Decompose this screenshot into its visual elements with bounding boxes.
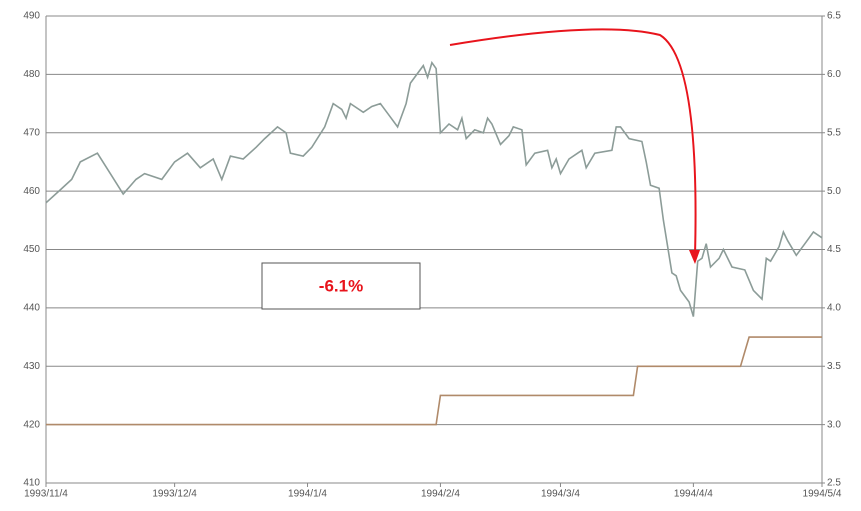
x-tick-label: 1993/11/4 [24,489,68,500]
arrow-head [689,250,700,264]
series-line [46,336,822,426]
y-tick-label: 410 [23,478,40,489]
annotation: -6.1% [319,276,363,295]
y2-tick-label: 2.5 [827,478,841,489]
x-tick-label: 1994/2/4 [421,489,460,500]
y-tick-label: 460 [23,186,40,197]
y-tick-label: 420 [23,419,40,430]
y-tick-label: 490 [23,11,40,22]
y-tick-label: 450 [23,244,40,255]
y2-tick-label: 3.0 [827,419,841,430]
arrow [449,28,697,256]
y2-tick-label: 3.5 [827,361,841,372]
x-tick-label: 1994/3/4 [541,489,580,500]
y-tick-label: 470 [23,127,40,138]
y2-tick-label: 4.0 [827,303,841,314]
y2-tick-label: 6.0 [827,69,841,80]
series-line [45,60,823,317]
x-tick-label: 1993/12/4 [152,489,197,500]
x-tick-label: 1994/5/4 [803,489,842,500]
y2-tick-label: 4.5 [827,244,841,255]
y2-tick-label: 5.5 [827,127,841,138]
x-tick-label: 1994/4/4 [674,489,713,500]
y-tick-label: 430 [23,361,40,372]
y2-tick-label: 6.5 [827,11,841,22]
x-tick-label: 1994/1/4 [288,489,327,500]
y2-tick-label: 5.0 [827,186,841,197]
y-tick-label: 440 [23,303,40,314]
annotation-box [261,262,421,310]
y-tick-label: 480 [23,69,40,80]
